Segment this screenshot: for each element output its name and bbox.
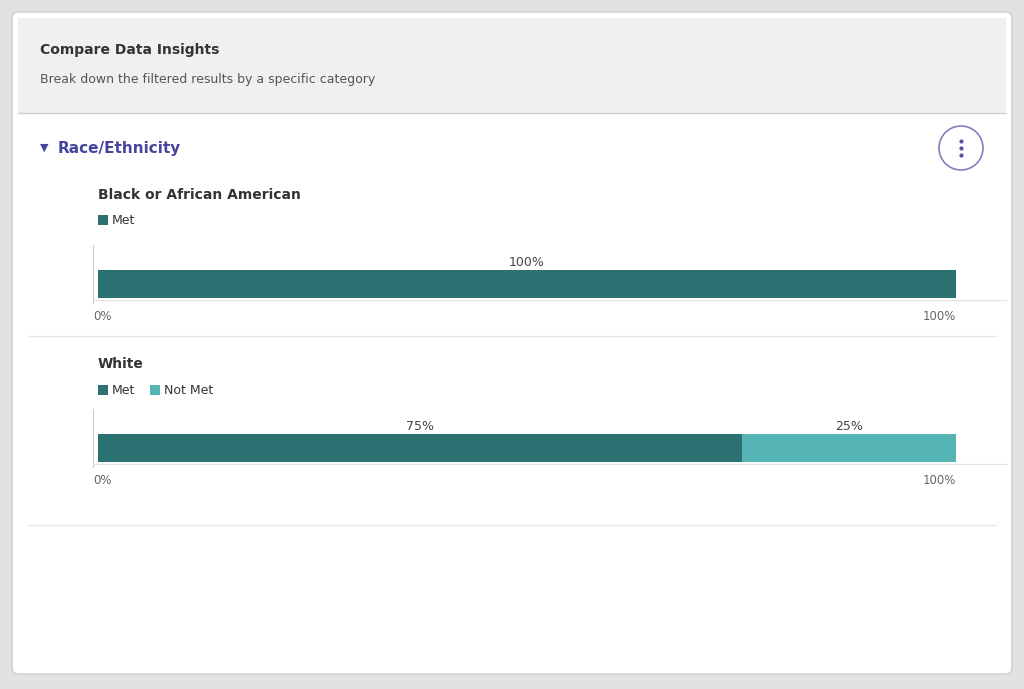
Bar: [98, 434, 741, 462]
Text: Met: Met: [112, 384, 135, 396]
Bar: [98, 385, 108, 395]
Bar: [98, 215, 108, 225]
Text: 100%: 100%: [923, 473, 956, 486]
Text: 100%: 100%: [509, 256, 545, 269]
Text: 25%: 25%: [835, 420, 862, 433]
Text: 0%: 0%: [93, 473, 112, 486]
Text: ▼: ▼: [40, 143, 48, 153]
Circle shape: [939, 126, 983, 170]
Text: 0%: 0%: [93, 309, 112, 322]
Bar: [741, 434, 956, 462]
Bar: [150, 385, 160, 395]
Text: White: White: [98, 357, 144, 371]
Text: Compare Data Insights: Compare Data Insights: [40, 43, 219, 57]
Text: Black or African American: Black or African American: [98, 188, 301, 202]
Text: Race/Ethnicity: Race/Ethnicity: [58, 141, 181, 156]
Text: Met: Met: [112, 214, 135, 227]
Text: Break down the filtered results by a specific category: Break down the filtered results by a spe…: [40, 74, 375, 87]
FancyBboxPatch shape: [12, 12, 1012, 674]
Text: 75%: 75%: [406, 420, 434, 433]
Bar: [18, 18, 1006, 113]
Text: 100%: 100%: [923, 309, 956, 322]
Bar: [98, 270, 956, 298]
Text: Not Met: Not Met: [164, 384, 213, 396]
